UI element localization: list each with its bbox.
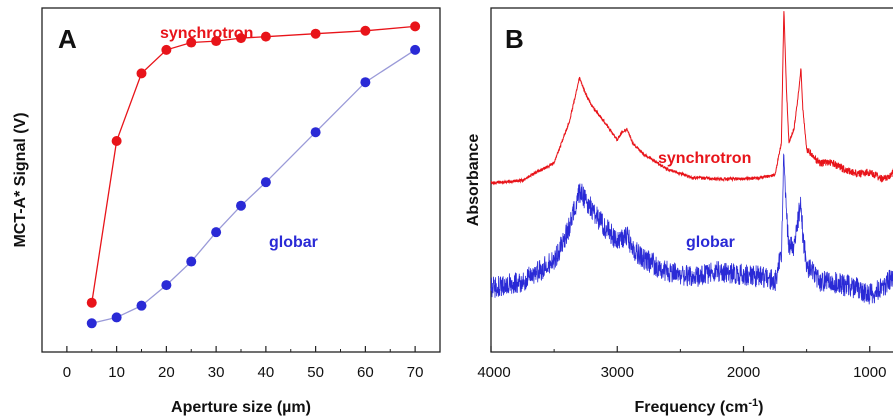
panel-a-x-tick-label: 0 [63,364,71,381]
panel-b-spectrum-globar [490,153,893,305]
panel-b-legend-globar: globar [686,234,735,251]
panel-b-x-axis-title: Frequency (cm-1) [635,397,764,416]
panel-a-x-tick-label: 20 [158,364,175,381]
panel-a-x-tick-label: 10 [108,364,125,381]
panel-a-letter: A [58,24,77,54]
panel-a-legend-synchrotron: synchrotron [160,25,253,42]
panel-a-point-synchrotron [111,136,122,147]
panel-b-spectrum-synchrotron [490,11,893,186]
panel-a-legend-globar: globar [269,234,318,251]
panel-b-x-ticks: 4000 3000 2000 1000 [477,346,886,381]
panel-b-frame [490,7,893,353]
panel-a-x-axis-title: Aperture size (µm) [171,399,311,416]
panel-b-y-axis-title: Absorbance [465,134,482,227]
panel-a-point-synchrotron [410,21,421,32]
panel-a-point-globar [136,300,147,311]
panel-b-letter: B [505,24,524,54]
panel-b-x-tick-label: 2000 [727,364,760,381]
panel-a-point-globar [310,127,321,138]
panel-a-point-globar [186,256,197,267]
panel-a-point-globar [86,318,97,329]
panel-a-point-synchrotron [136,68,147,79]
panel-a: A 0 10 20 30 40 50 60 70 synchrotron globar Ape… [12,7,441,416]
panel-a-point-synchrotron [236,33,246,44]
panel-a-x-tick-label: 40 [258,364,275,381]
panel-a-series-line-globar [91,49,416,324]
panel-a-x-tick-label: 30 [208,364,225,381]
panel-a-point-globar [360,77,371,88]
panel-a-point-globar [410,44,421,55]
panel-a-point-globar [211,227,222,238]
panel-a-frame [41,7,441,353]
panel-a-point-synchrotron [86,297,97,308]
panel-a-point-synchrotron [360,25,371,36]
panel-a-point-globar [161,280,172,291]
panel-a-point-globar [260,177,271,188]
panel-a-point-synchrotron [260,31,271,42]
panel-b-legend-synchrotron: synchrotron [658,150,751,167]
panel-a-x-ticks: 0 10 20 30 40 50 60 70 [63,346,424,381]
panel-a-series [86,21,421,329]
panel-b-series [490,11,893,305]
panel-a-x-tick-label: 70 [407,364,424,381]
panel-b-x-tick-label: 1000 [853,364,886,381]
panel-a-series-line-synchrotron [91,25,416,303]
panel-a-y-axis-title: MCT-A* Signal (V) [12,112,29,247]
panel-a-x-tick-label: 50 [307,364,324,381]
panel-a-x-tick-label: 60 [357,364,374,381]
panel-a-point-synchrotron [211,36,222,47]
panel-a-point-globar [111,312,122,323]
panel-b: B 4000 3000 2000 1000 synchrotron globar Fr… [465,7,893,416]
panel-b-x-tick-label: 4000 [477,364,510,381]
panel-a-point-globar [236,200,246,211]
panel-a-point-synchrotron [161,44,172,55]
panel-a-point-synchrotron [310,28,321,39]
panel-a-point-synchrotron [186,37,197,48]
panel-b-x-tick-label: 3000 [601,364,634,381]
